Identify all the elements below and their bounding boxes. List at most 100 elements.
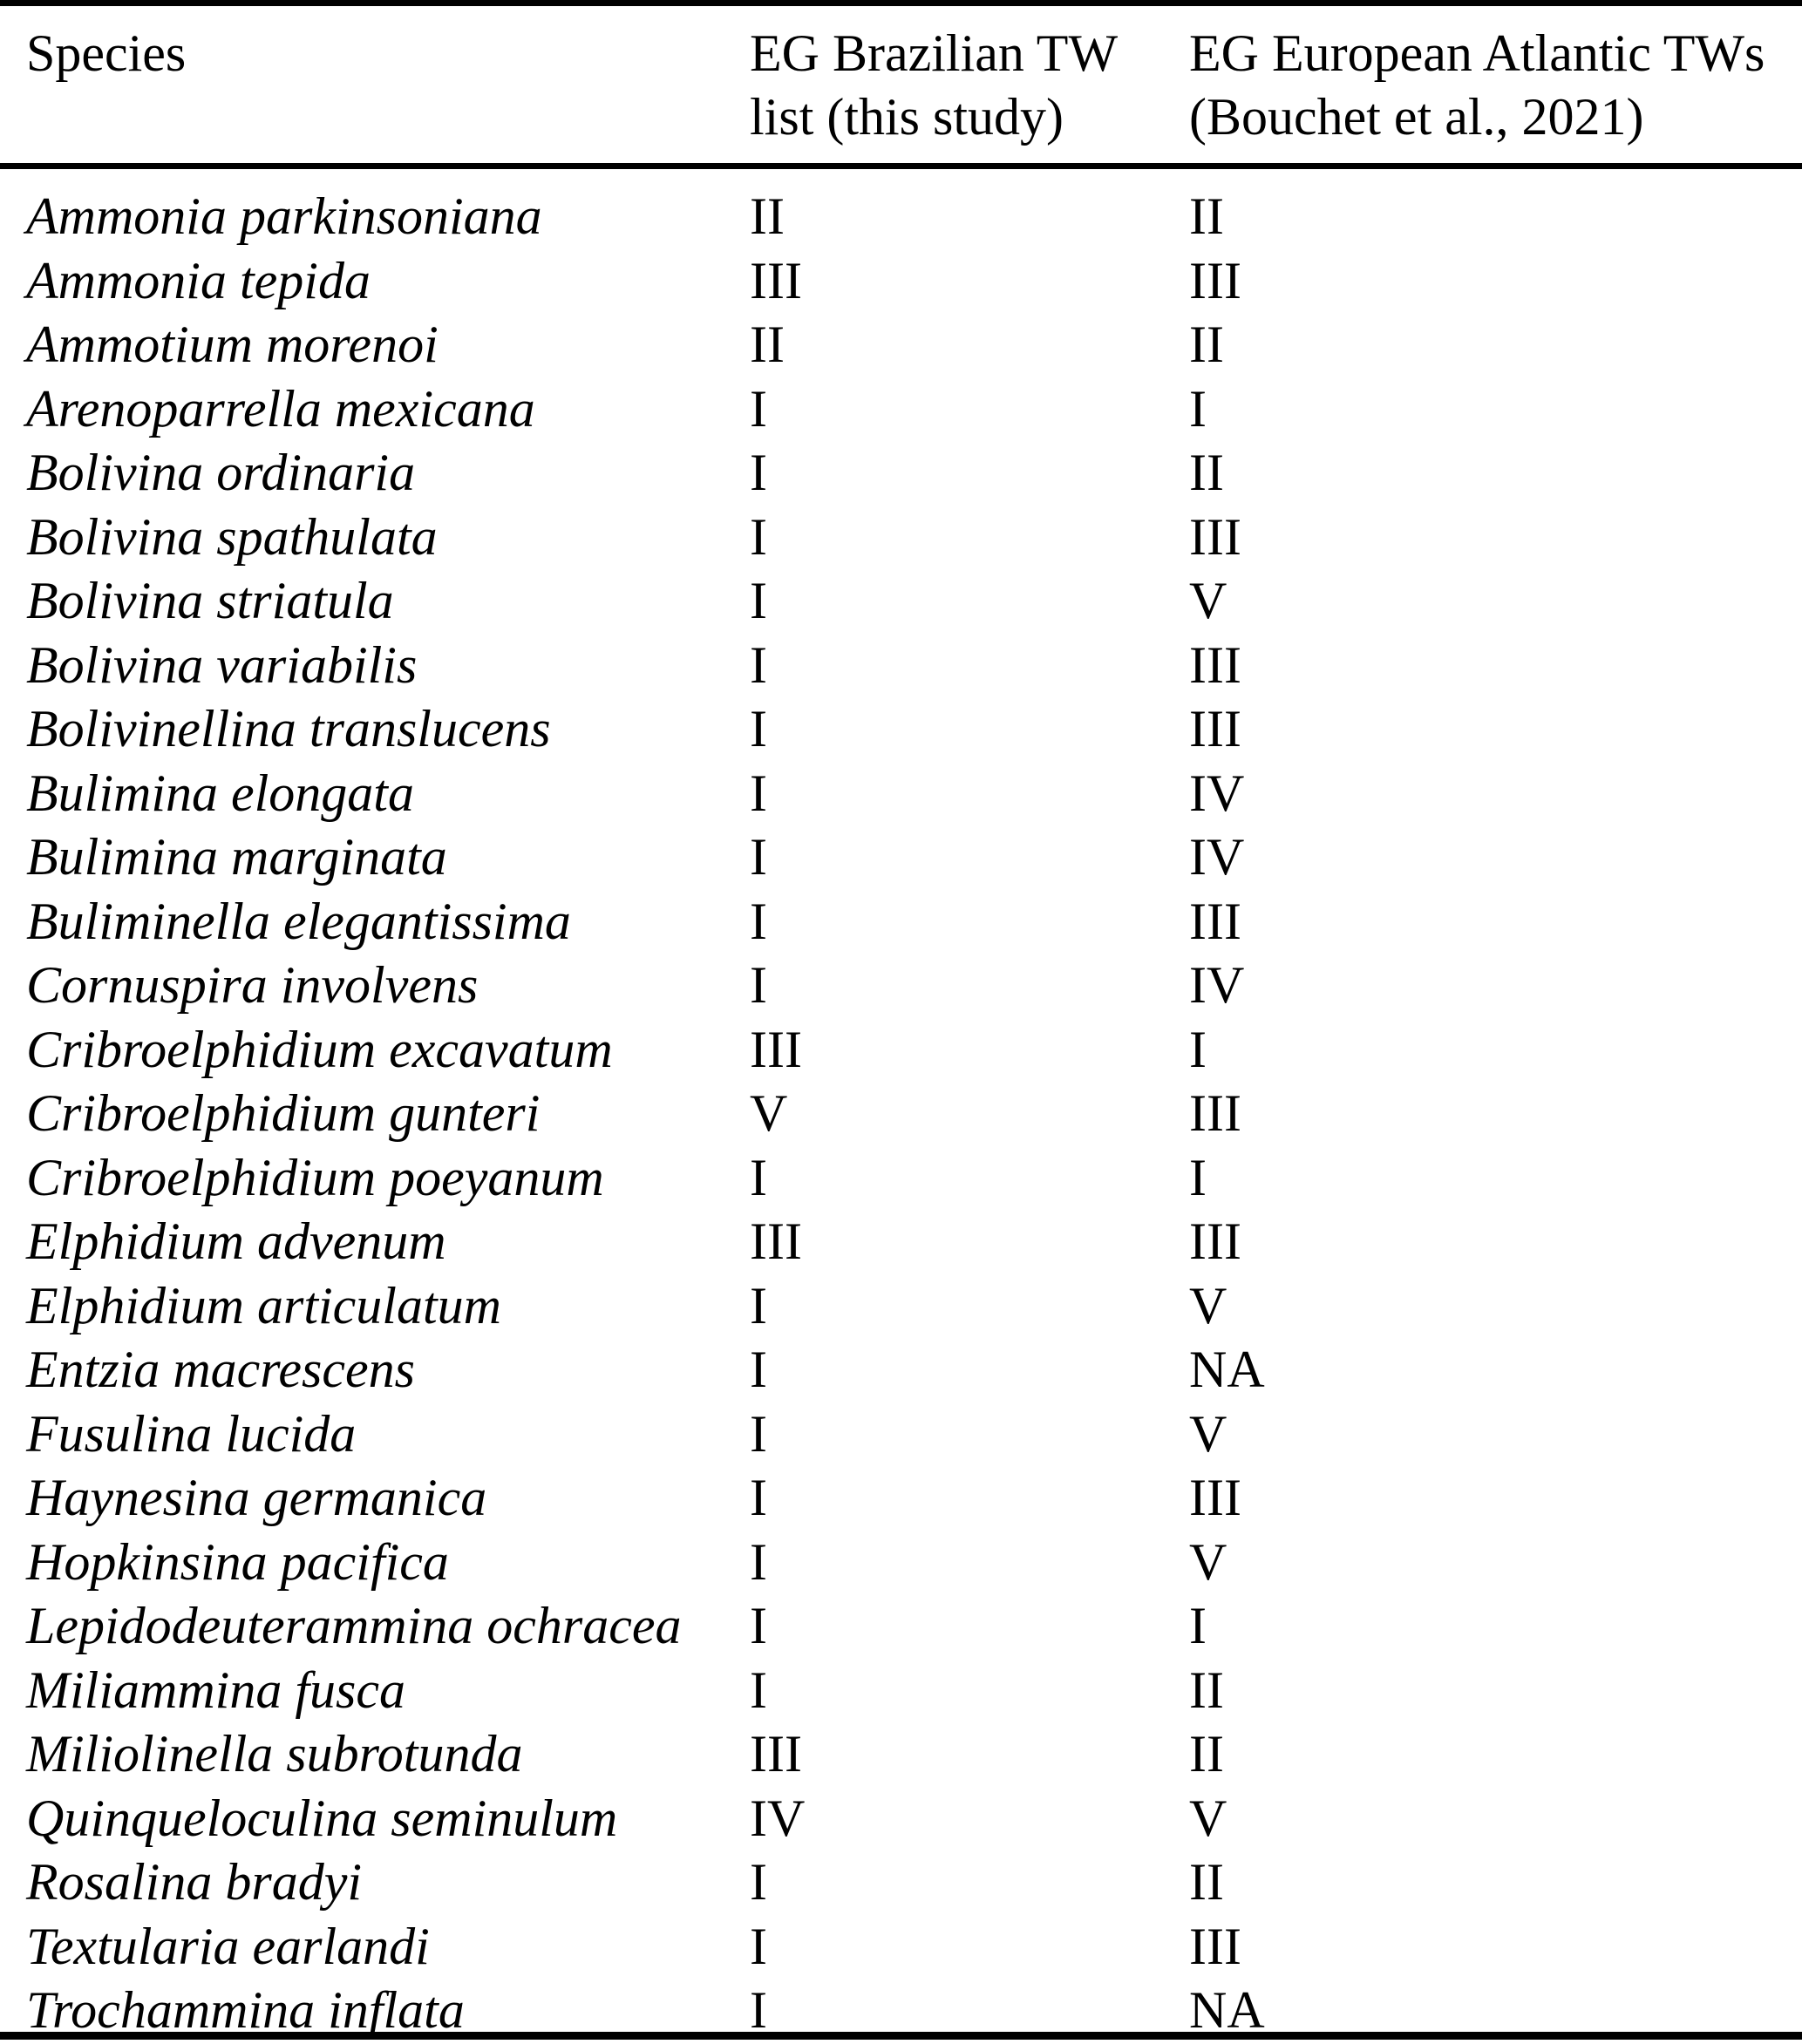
eg-brazilian-value: I (750, 764, 767, 822)
eg-european-value: I (1189, 379, 1207, 438)
table-row: Elphidium articulatum I V (0, 1274, 1802, 1339)
eg-european-value: III (1189, 507, 1241, 566)
table-row: Bolivina ordinaria I II (0, 441, 1802, 506)
table-top-rule (0, 0, 1802, 6)
table-row: Rosalina bradyi I II (0, 1850, 1802, 1915)
species-name: Cribroelphidium gunteri (26, 1084, 541, 1143)
eg-european-header-line2: (Bouchet et al., 2021) (1189, 88, 1644, 146)
table-row: Ammonia parkinsoniana II II (0, 185, 1802, 249)
eg-brazilian-value: I (750, 444, 767, 502)
eg-european-value: II (1189, 316, 1224, 374)
eg-european-value: IV (1189, 956, 1245, 1015)
eg-european-value: II (1189, 187, 1224, 246)
table-row: Entzia macrescens I NA (0, 1338, 1802, 1402)
eg-brazilian-value: I (750, 1276, 767, 1334)
species-name: Bulimina elongata (26, 764, 414, 822)
table-row: Lepidodeuterammina ochracea I I (0, 1594, 1802, 1659)
table-row: Hopkinsina pacifica I V (0, 1531, 1802, 1595)
table-row: Miliolinella subrotunda III II (0, 1722, 1802, 1787)
table-row: Fusulina lucida I V (0, 1402, 1802, 1467)
eg-brazilian-value: I (750, 1660, 767, 1719)
eg-european-column-header: EG European Atlantic TWs (Bouchet et al.… (1189, 6, 1802, 185)
eg-european-value: III (1189, 1084, 1241, 1143)
table-row: Miliammina fusca I II (0, 1659, 1802, 1723)
species-name: Haynesina germanica (26, 1469, 487, 1527)
eg-european-value: III (1189, 892, 1241, 950)
species-name: Textularia earlandi (26, 1917, 430, 1975)
table-row: Elphidium advenum III III (0, 1210, 1802, 1274)
species-name: Rosalina bradyi (26, 1853, 362, 1912)
eg-brazilian-value: III (750, 251, 802, 309)
eg-brazilian-value: IV (750, 1789, 806, 1847)
species-eg-table: Species EG Brazilian TW list (this study… (0, 6, 1802, 2043)
table-row: Bolivina variabilis I III (0, 634, 1802, 698)
eg-brazilian-value: I (750, 956, 767, 1015)
table-row: Bolivina spathulata I III (0, 506, 1802, 570)
eg-european-value: V (1189, 1404, 1227, 1463)
species-name: Entzia macrescens (26, 1341, 416, 1399)
eg-brazilian-value: I (750, 1469, 767, 1527)
eg-european-value: II (1189, 444, 1224, 502)
table-row: Trochammina inflata I NA (0, 1979, 1802, 2043)
table-row: Buliminella elegantissima I III (0, 890, 1802, 954)
species-name: Bolivinellina translucens (26, 700, 551, 758)
species-name: Elphidium articulatum (26, 1276, 501, 1334)
eg-european-value: II (1189, 1660, 1224, 1719)
eg-european-value: III (1189, 1212, 1241, 1271)
species-name: Ammonia parkinsoniana (26, 187, 542, 246)
eg-european-value: NA (1189, 1981, 1265, 2040)
eg-european-header-line1: EG European Atlantic TWs (1189, 24, 1765, 82)
eg-european-value: III (1189, 635, 1241, 694)
eg-brazilian-value: II (750, 316, 785, 374)
species-name: Ammonia tepida (26, 251, 371, 309)
species-name: Lepidodeuterammina ochracea (26, 1597, 682, 1655)
table-row: Bolivinellina translucens I III (0, 697, 1802, 762)
species-name: Bolivina striatula (26, 572, 394, 630)
eg-european-value: III (1189, 700, 1241, 758)
eg-european-value: II (1189, 1725, 1224, 1783)
eg-brazilian-value: III (750, 1212, 802, 1271)
eg-brazilian-value: I (750, 1148, 767, 1206)
eg-brazilian-value: I (750, 892, 767, 950)
species-column-header: Species (0, 6, 750, 185)
eg-european-value: V (1189, 572, 1227, 630)
species-name: Bolivina spathulata (26, 507, 438, 566)
table-bottom-rule (0, 2032, 1802, 2040)
eg-european-value: I (1189, 1020, 1207, 1078)
species-name: Cribroelphidium poeyanum (26, 1148, 604, 1206)
table-row: Quinqueloculina seminulum IV V (0, 1787, 1802, 1851)
eg-brazilian-value: I (750, 1853, 767, 1912)
eg-brazilian-value: I (750, 572, 767, 630)
table-row: Cribroelphidium poeyanum I I (0, 1146, 1802, 1211)
eg-brazilian-value: I (750, 635, 767, 694)
species-name: Bulimina marginata (26, 828, 447, 886)
eg-european-value: IV (1189, 764, 1245, 822)
eg-european-value: V (1189, 1532, 1227, 1591)
eg-european-value: I (1189, 1597, 1207, 1655)
table-row: Cornuspira involvens I IV (0, 954, 1802, 1018)
eg-brazilian-header-line1: EG Brazilian TW (750, 24, 1119, 82)
eg-brazilian-value: I (750, 1597, 767, 1655)
table-row: Haynesina germanica I III (0, 1466, 1802, 1531)
eg-brazilian-value: I (750, 507, 767, 566)
header-row: Species EG Brazilian TW list (this study… (0, 6, 1802, 185)
eg-brazilian-column-header: EG Brazilian TW list (this study) (750, 6, 1189, 185)
eg-european-value: V (1189, 1789, 1227, 1847)
eg-brazilian-value: I (750, 379, 767, 438)
species-name: Cribroelphidium excavatum (26, 1020, 613, 1078)
table-row: Textularia earlandi I III (0, 1915, 1802, 1979)
species-name: Miliammina fusca (26, 1660, 405, 1719)
species-name: Hopkinsina pacifica (26, 1532, 449, 1591)
eg-european-value: II (1189, 1853, 1224, 1912)
table-row: Bulimina marginata I IV (0, 825, 1802, 890)
eg-brazilian-value: III (750, 1020, 802, 1078)
species-name: Ammotium morenoi (26, 316, 439, 374)
eg-brazilian-value: I (750, 1404, 767, 1463)
table-header-rule (0, 163, 1802, 169)
eg-brazilian-value: V (750, 1084, 788, 1143)
table-header: Species EG Brazilian TW list (this study… (0, 6, 1802, 185)
table-row: Cribroelphidium gunteri V III (0, 1082, 1802, 1146)
eg-european-value: III (1189, 1917, 1241, 1975)
species-name: Trochammina inflata (26, 1981, 465, 2040)
